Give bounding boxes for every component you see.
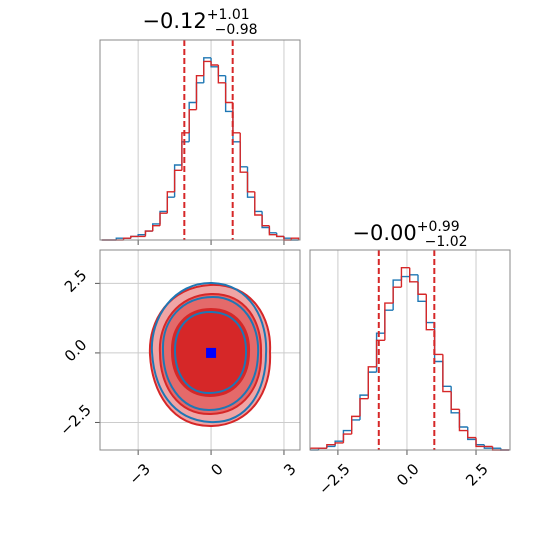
hist-step xyxy=(195,75,204,110)
title-lower: −0.98 xyxy=(215,22,258,38)
hist-step xyxy=(224,82,233,104)
hist-step xyxy=(458,409,468,432)
hist-step xyxy=(246,172,255,193)
hist-step xyxy=(326,443,336,449)
hist-step xyxy=(261,215,270,227)
hist-step xyxy=(400,266,410,288)
hist-step xyxy=(367,366,377,399)
hist-step xyxy=(467,430,477,439)
contour-outer-blue xyxy=(150,281,268,424)
hist-step xyxy=(203,60,212,76)
hist-step xyxy=(254,191,263,216)
hist-step xyxy=(239,132,248,173)
axes-frame xyxy=(99,249,301,451)
hist-step xyxy=(442,354,452,393)
hist-step xyxy=(475,437,485,448)
hist-step xyxy=(144,230,153,237)
hist-step xyxy=(334,442,344,445)
peak-marker xyxy=(206,347,217,358)
hist-step xyxy=(217,65,226,84)
contour-inner-blue xyxy=(173,310,248,395)
title-value: −0.12 xyxy=(142,9,206,33)
hist-step xyxy=(409,267,419,283)
hist-step xyxy=(342,433,352,443)
title-value: −0.00 xyxy=(352,221,416,245)
hist-step xyxy=(290,237,300,240)
hist-step xyxy=(130,235,139,239)
hist-step xyxy=(392,286,402,304)
hist-step xyxy=(417,281,427,295)
panel-title: −0.12+1.01 −0.98 xyxy=(142,7,257,38)
hist-step xyxy=(450,391,460,410)
title-upper: +1.01 xyxy=(207,7,250,23)
hist-step xyxy=(152,225,161,232)
hist-step xyxy=(122,237,131,240)
panel-title: −0.00+0.99 −1.02 xyxy=(352,219,467,250)
hist-step xyxy=(275,234,284,238)
hist-step xyxy=(384,302,394,341)
hist-step xyxy=(181,132,190,171)
hist-step xyxy=(425,294,435,331)
title-upper: +0.99 xyxy=(417,219,460,235)
hist-step xyxy=(188,108,197,133)
hist-step xyxy=(375,339,385,367)
hist-step xyxy=(210,61,219,66)
contour-middle-blue xyxy=(161,295,260,412)
hist-step xyxy=(268,225,277,236)
hist-step xyxy=(166,191,175,214)
hist-step xyxy=(351,415,360,435)
axes-frame xyxy=(99,39,301,241)
title-lower: −1.02 xyxy=(425,234,468,250)
hist-step xyxy=(173,169,182,192)
axes-frame xyxy=(309,249,511,451)
hist-step xyxy=(359,397,369,417)
hist-step xyxy=(159,212,168,226)
